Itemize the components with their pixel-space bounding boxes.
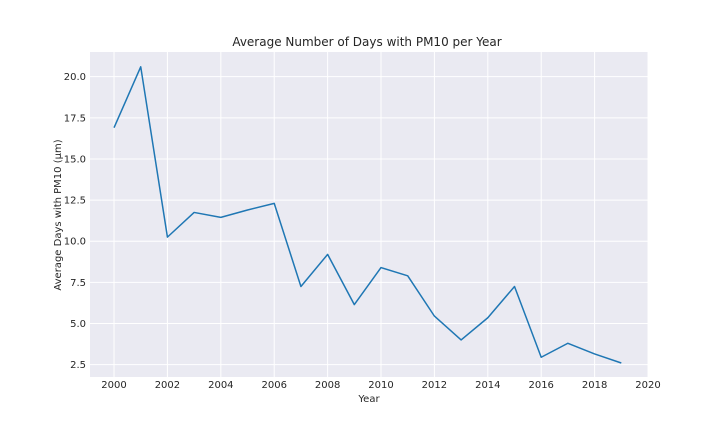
y-tick-label: 2.5 bbox=[70, 360, 86, 371]
x-tick-label: 2002 bbox=[155, 380, 180, 391]
x-tick-label: 2010 bbox=[368, 380, 393, 391]
y-axis-label: Average Days with PM10 (μm) bbox=[53, 139, 64, 290]
plot-area bbox=[90, 52, 648, 377]
y-tick-label: 20.0 bbox=[64, 72, 86, 83]
x-tick-label: 2016 bbox=[528, 380, 553, 391]
x-tick-label: 2018 bbox=[582, 380, 607, 391]
x-axis-ticks: 2000 2002 2004 2006 2008 2010 2012 2014 2016 2018… bbox=[101, 380, 660, 391]
x-tick-label: 2006 bbox=[261, 380, 286, 391]
y-axis-ticks: 2.5 5.0 7.5 10.0 12.5 15.0 17.5 20.0 bbox=[64, 72, 86, 371]
x-tick-label: 2014 bbox=[475, 380, 500, 391]
y-tick-label: 12.5 bbox=[64, 196, 86, 207]
x-axis-label: Year bbox=[357, 394, 380, 405]
x-tick-label: 2004 bbox=[208, 380, 233, 391]
x-tick-label: 2008 bbox=[315, 380, 340, 391]
y-tick-label: 17.5 bbox=[64, 113, 86, 124]
y-tick-label: 5.0 bbox=[70, 319, 86, 330]
y-tick-label: 10.0 bbox=[64, 237, 86, 248]
y-tick-label: 15.0 bbox=[64, 154, 86, 165]
x-tick-label: 2000 bbox=[101, 380, 126, 391]
x-tick-label: 2020 bbox=[635, 380, 660, 391]
chart-title: Average Number of Days with PM10 per Yea… bbox=[232, 35, 501, 49]
x-tick-label: 2012 bbox=[422, 380, 447, 391]
y-tick-label: 7.5 bbox=[70, 278, 86, 289]
